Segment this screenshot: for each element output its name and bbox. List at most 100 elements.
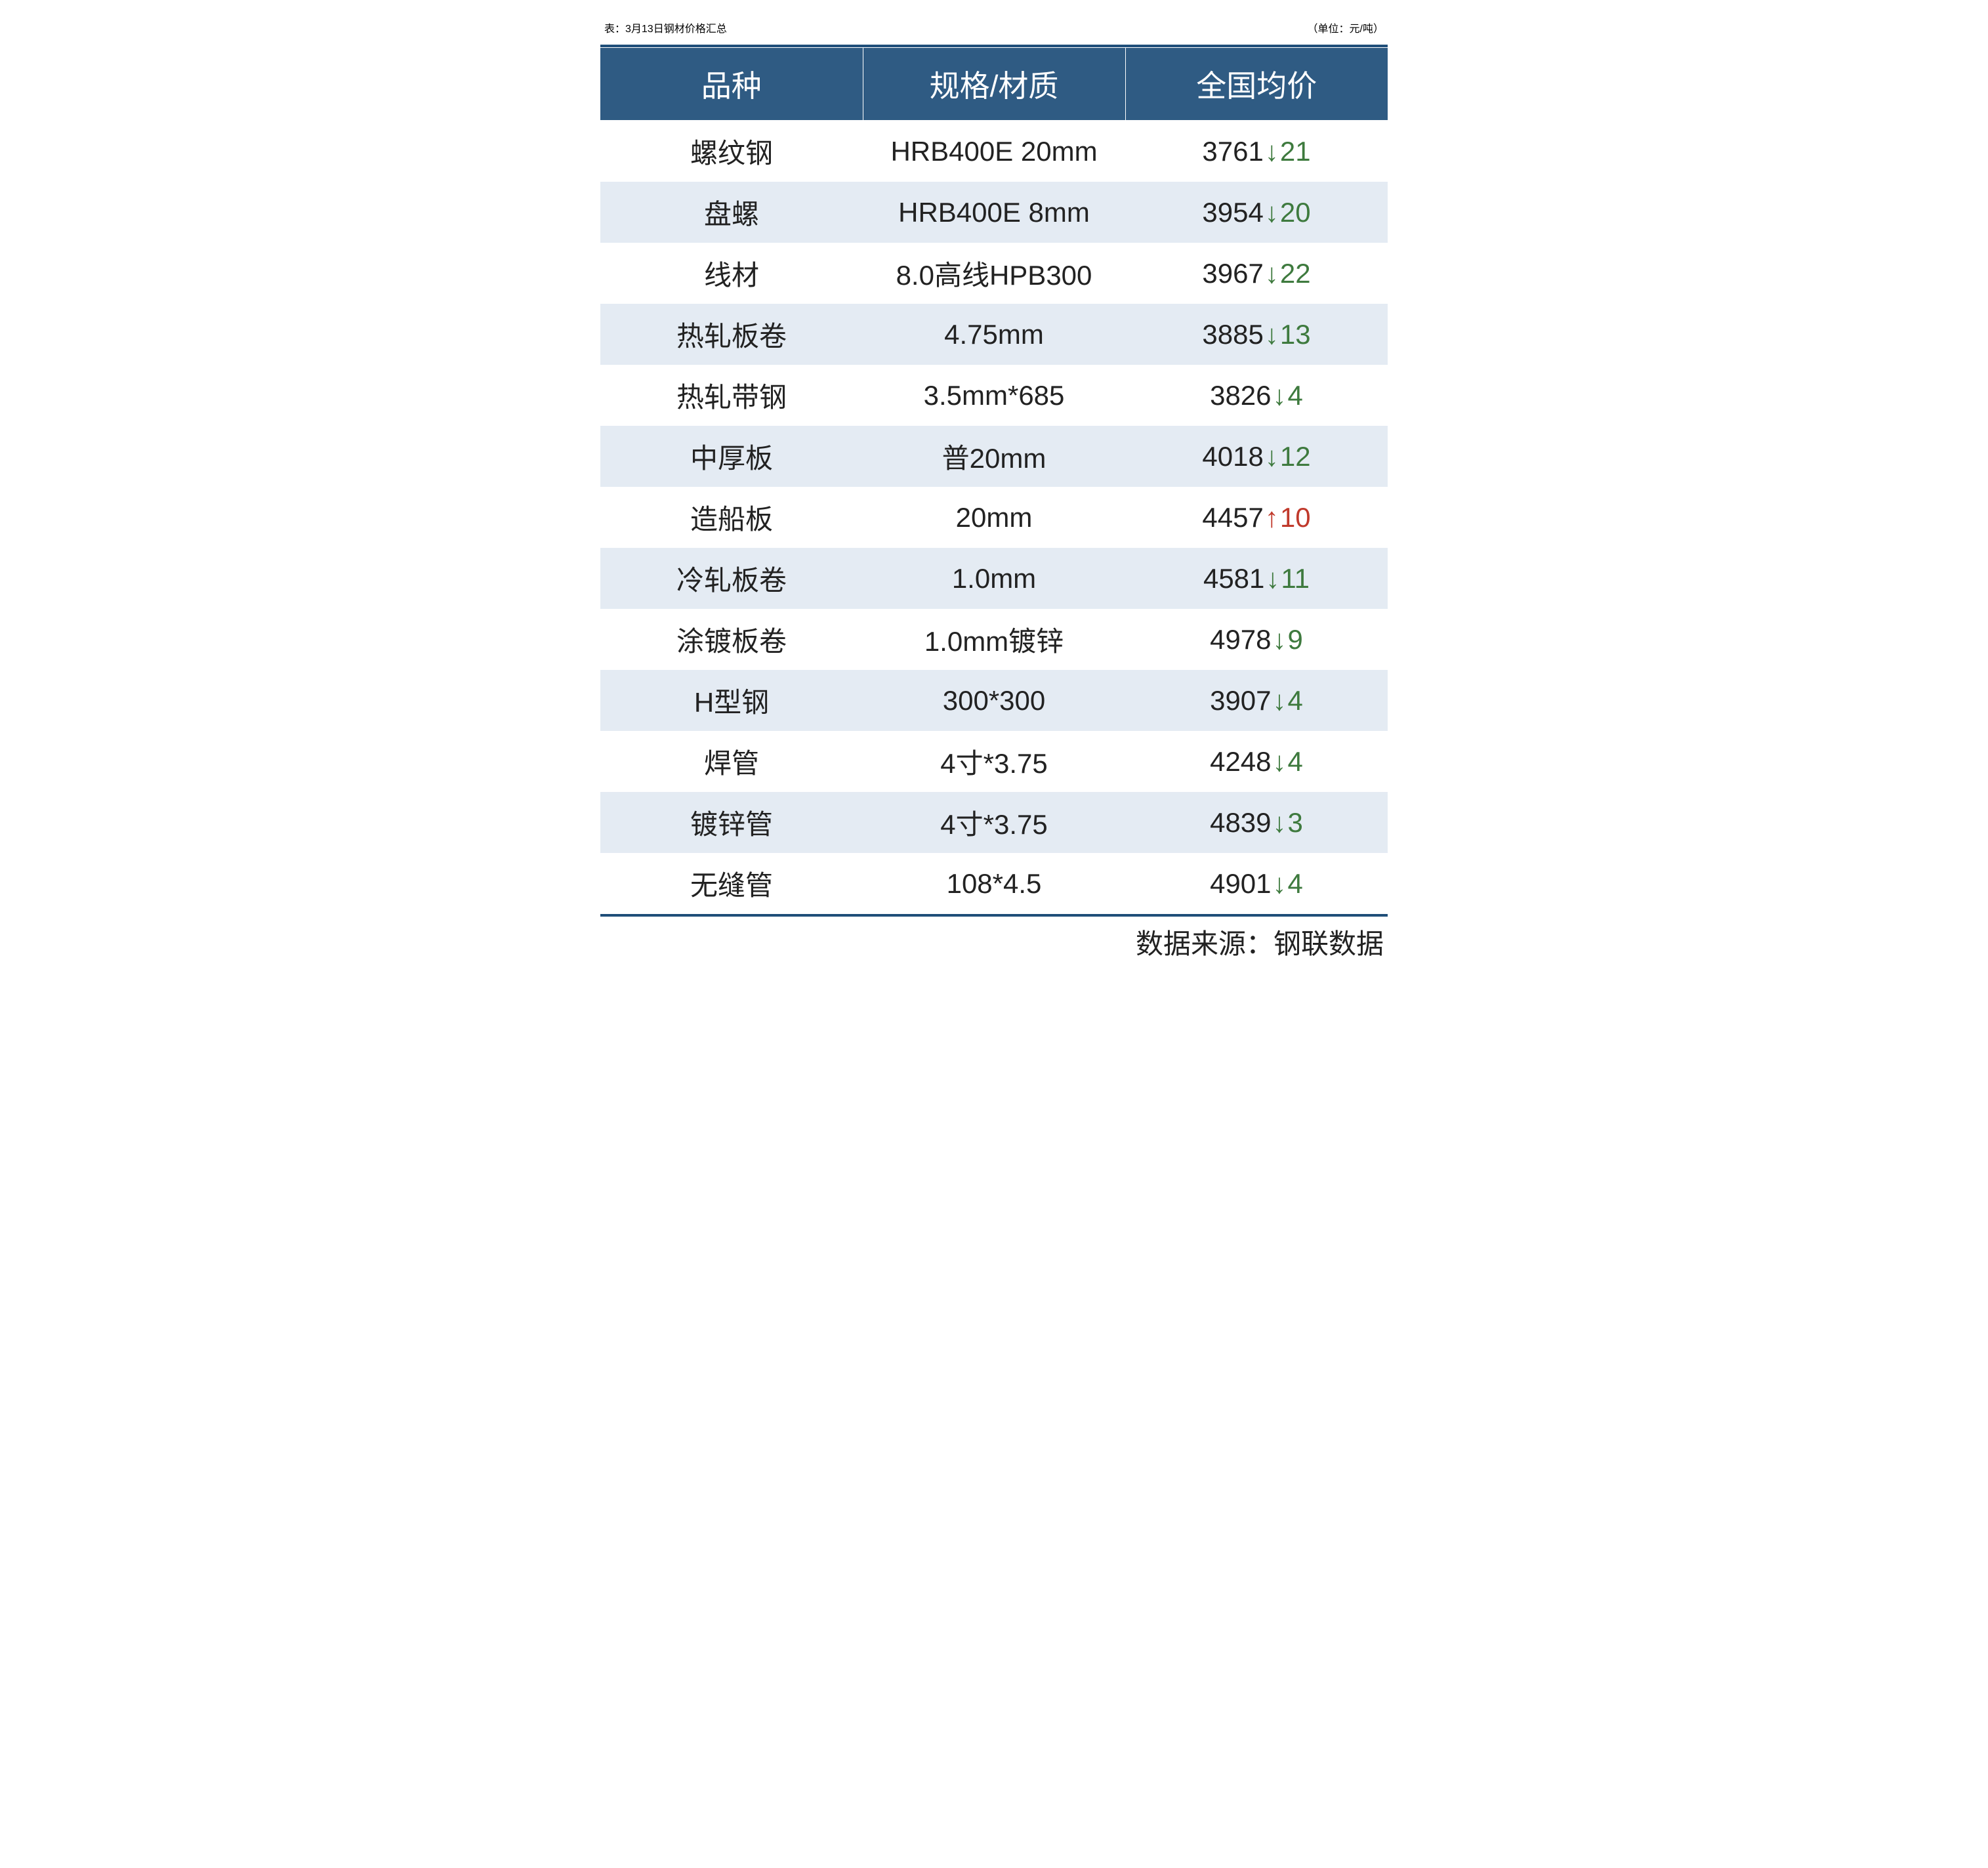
price-value: 4248 [1210,746,1271,777]
cell-product: 热轧带钢 [600,365,863,426]
price-delta: 22 [1280,258,1311,289]
arrow-down-icon: ↓ [1264,563,1281,594]
cell-product: 热轧板卷 [600,304,863,365]
steel-price-table-container: 表：3月13日钢材价格汇总 （单位：元/吨） 品种 规格/材质 全国均价 螺纹钢… [600,13,1388,962]
price-delta: 13 [1280,319,1311,350]
title-row: 表：3月13日钢材价格汇总 （单位：元/吨） [600,13,1388,47]
cell-spec: 4.75mm [863,304,1125,365]
arrow-down-icon: ↓ [1264,136,1280,167]
arrow-down-icon: ↓ [1272,807,1288,838]
cell-product: 涂镀板卷 [600,609,863,670]
cell-spec: HRB400E 8mm [863,182,1125,243]
cell-product: H型钢 [600,670,863,731]
table-row: 镀锌管4寸*3.754839↓3 [600,792,1388,853]
cell-product: 盘螺 [600,182,863,243]
cell-product: 无缝管 [600,853,863,914]
table-row: 焊管4寸*3.754248↓4 [600,731,1388,792]
arrow-down-icon: ↓ [1264,258,1280,289]
table-unit: （单位：元/吨） [1308,20,1384,35]
cell-spec: HRB400E 20mm [863,121,1125,182]
table-body: 螺纹钢HRB400E 20mm3761↓21盘螺HRB400E 8mm3954↓… [600,121,1388,915]
col-price: 全国均价 [1125,48,1388,121]
header-row: 品种 规格/材质 全国均价 [600,48,1388,121]
cell-price: 3761↓21 [1125,121,1388,182]
table-row: 造船板20mm4457↑10 [600,487,1388,548]
col-spec: 规格/材质 [863,48,1125,121]
price-delta: 10 [1280,502,1311,533]
price-value: 4839 [1210,807,1271,838]
arrow-down-icon: ↓ [1264,441,1280,472]
table-row: 热轧带钢3.5mm*6853826↓4 [600,365,1388,426]
cell-spec: 1.0mm镀锌 [863,609,1125,670]
price-delta: 11 [1281,563,1310,594]
cell-price: 4581↓11 [1125,548,1388,609]
price-value: 3761 [1202,136,1263,167]
price-value: 3885 [1202,319,1263,350]
col-product: 品种 [600,48,863,121]
cell-product: 造船板 [600,487,863,548]
cell-price: 3826↓4 [1125,365,1388,426]
cell-price: 4248↓4 [1125,731,1388,792]
steel-price-table: 品种 规格/材质 全国均价 螺纹钢HRB400E 20mm3761↓21盘螺HR… [600,47,1388,914]
cell-spec: 108*4.5 [863,853,1125,914]
arrow-down-icon: ↓ [1272,380,1288,411]
price-delta: 21 [1280,136,1311,167]
cell-price: 3885↓13 [1125,304,1388,365]
cell-spec: 300*300 [863,670,1125,731]
cell-price: 4457↑10 [1125,487,1388,548]
arrow-up-icon: ↑ [1264,502,1280,533]
cell-product: 螺纹钢 [600,121,863,182]
price-delta: 12 [1280,441,1311,472]
cell-spec: 8.0高线HPB300 [863,243,1125,304]
price-delta: 9 [1288,624,1303,655]
cell-price: 3907↓4 [1125,670,1388,731]
cell-spec: 4寸*3.75 [863,731,1125,792]
table-row: 无缝管108*4.54901↓4 [600,853,1388,914]
cell-spec: 3.5mm*685 [863,365,1125,426]
price-value: 3954 [1202,197,1263,228]
cell-price: 4018↓12 [1125,426,1388,487]
price-value: 4978 [1210,624,1271,655]
price-value: 3967 [1202,258,1263,289]
cell-spec: 4寸*3.75 [863,792,1125,853]
cell-spec: 20mm [863,487,1125,548]
table-row: 热轧板卷4.75mm3885↓13 [600,304,1388,365]
table-row: 盘螺HRB400E 8mm 3954↓20 [600,182,1388,243]
price-delta: 4 [1288,746,1303,777]
arrow-down-icon: ↓ [1264,197,1280,228]
price-value: 4018 [1202,441,1263,472]
table-row: 中厚板普20mm4018↓12 [600,426,1388,487]
table-row: H型钢300*3003907↓4 [600,670,1388,731]
price-value: 3907 [1210,685,1271,716]
price-delta: 4 [1288,380,1303,411]
cell-price: 4978↓9 [1125,609,1388,670]
price-delta: 20 [1280,197,1311,228]
cell-price: 3967↓22 [1125,243,1388,304]
price-value: 4581 [1203,563,1264,594]
table-row: 涂镀板卷1.0mm镀锌4978↓9 [600,609,1388,670]
price-value: 4901 [1210,868,1271,899]
cell-product: 冷轧板卷 [600,548,863,609]
cell-product: 中厚板 [600,426,863,487]
cell-product: 线材 [600,243,863,304]
price-value: 3826 [1210,380,1271,411]
price-delta: 3 [1288,807,1303,838]
cell-product: 焊管 [600,731,863,792]
arrow-down-icon: ↓ [1272,868,1288,899]
cell-price: 4839↓3 [1125,792,1388,853]
arrow-down-icon: ↓ [1272,624,1288,655]
table-row: 螺纹钢HRB400E 20mm3761↓21 [600,121,1388,182]
arrow-down-icon: ↓ [1272,746,1288,777]
cell-product: 镀锌管 [600,792,863,853]
table-title: 表：3月13日钢材价格汇总 [604,20,727,35]
table-row: 线材8.0高线HPB3003967↓22 [600,243,1388,304]
price-delta: 4 [1288,868,1303,899]
data-source: 数据来源：钢联数据 [600,917,1388,962]
arrow-down-icon: ↓ [1264,319,1280,350]
price-delta: 4 [1288,685,1303,716]
table-row: 冷轧板卷1.0mm4581↓11 [600,548,1388,609]
cell-price: 4901↓4 [1125,853,1388,914]
price-value: 4457 [1202,502,1263,533]
cell-spec: 1.0mm [863,548,1125,609]
arrow-down-icon: ↓ [1272,685,1288,716]
